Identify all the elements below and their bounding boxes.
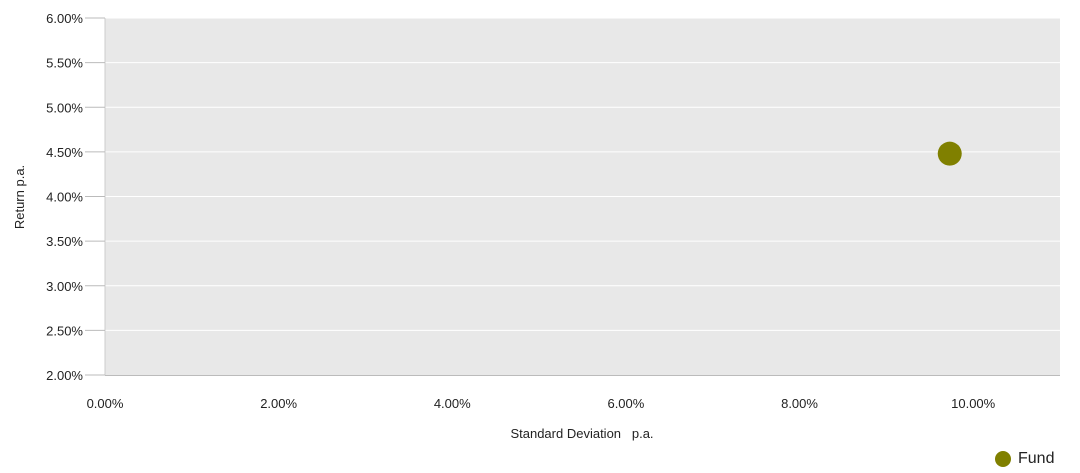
x-tick-label-4: 8.00% — [781, 396, 818, 411]
legend: Fund — [995, 450, 1054, 468]
legend-label-fund: Fund — [1018, 450, 1055, 467]
x-tick-label-2: 4.00% — [434, 396, 471, 411]
y-axis-title: Return p.a. — [12, 165, 27, 229]
x-tick-label-3: 6.00% — [607, 396, 644, 411]
y-tick-label-5: 3.50% — [46, 234, 83, 249]
y-axis-ticks: 6.00% 5.50% 5.00% 4.50% 4.00% 3.50% 3.00% 2.50%… — [46, 11, 105, 383]
x-axis-title: Standard Deviation p.a. — [510, 426, 653, 441]
x-tick-label-0: 0.00% — [87, 396, 124, 411]
point-fund-0[interactable] — [937, 141, 962, 166]
gridlines — [105, 17, 1060, 331]
x-tick-label-5: 10.00% — [951, 396, 996, 411]
y-tick-label-0: 6.00% — [46, 11, 83, 26]
x-axis-ticks: 0.00% 2.00% 4.00% 6.00% 8.00% 10.00% — [87, 396, 996, 411]
y-tick-label-2: 5.00% — [46, 100, 83, 115]
y-tick-label-6: 3.00% — [46, 279, 83, 294]
data-points — [937, 141, 962, 166]
y-tick-label-1: 5.50% — [46, 56, 83, 71]
x-tick-label-1: 2.00% — [260, 396, 297, 411]
y-tick-label-3: 4.50% — [46, 145, 83, 160]
legend-marker-fund — [995, 451, 1011, 467]
y-tick-label-7: 2.50% — [46, 323, 83, 338]
y-tick-label-4: 4.00% — [46, 190, 83, 205]
y-tick-label-8: 2.00% — [46, 368, 83, 383]
